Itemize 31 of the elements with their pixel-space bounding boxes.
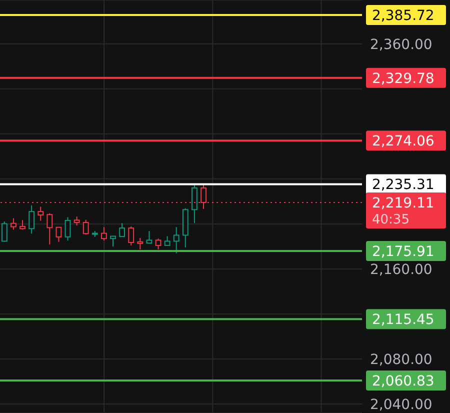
candlestick	[155, 238, 162, 250]
y-tick-label: 2,160.00	[370, 262, 432, 278]
ref-line-label: 2,060.83	[372, 374, 434, 390]
ref-line-label: 2,219.11	[372, 195, 434, 212]
ref-line-label: 2,115.45	[372, 312, 434, 328]
candlestick	[28, 204, 35, 234]
candlestick	[56, 226, 62, 242]
candlestick	[137, 237, 144, 250]
candlestick	[128, 226, 134, 246]
candlestick	[173, 226, 180, 254]
ref-line-label: 2,274.06	[372, 134, 434, 150]
candlestick	[38, 206, 44, 222]
text: 40:35	[372, 212, 410, 228]
candlestick	[10, 218, 16, 230]
y-tick-label: 2,080.00	[370, 352, 432, 368]
candlestick	[146, 230, 152, 244]
candlestick	[119, 222, 126, 238]
ref-line-label: 2,329.78	[372, 70, 434, 87]
candlestick	[164, 236, 170, 246]
candlestick	[192, 184, 198, 224]
candlestick	[110, 235, 116, 247]
ref-line-label: 2,175.91	[372, 244, 434, 260]
candlestick	[101, 226, 107, 241]
y-tick-label: 2,040.00	[370, 396, 432, 413]
y-tick-label: 2,360.00	[370, 36, 432, 53]
ref-line-label: 2,385.72	[372, 8, 434, 24]
candlestick	[82, 219, 89, 236]
ref-line-label: 2,235.31	[372, 177, 434, 194]
candlestick	[46, 212, 53, 245]
candlestick	[64, 216, 71, 241]
candlestick	[20, 220, 26, 230]
